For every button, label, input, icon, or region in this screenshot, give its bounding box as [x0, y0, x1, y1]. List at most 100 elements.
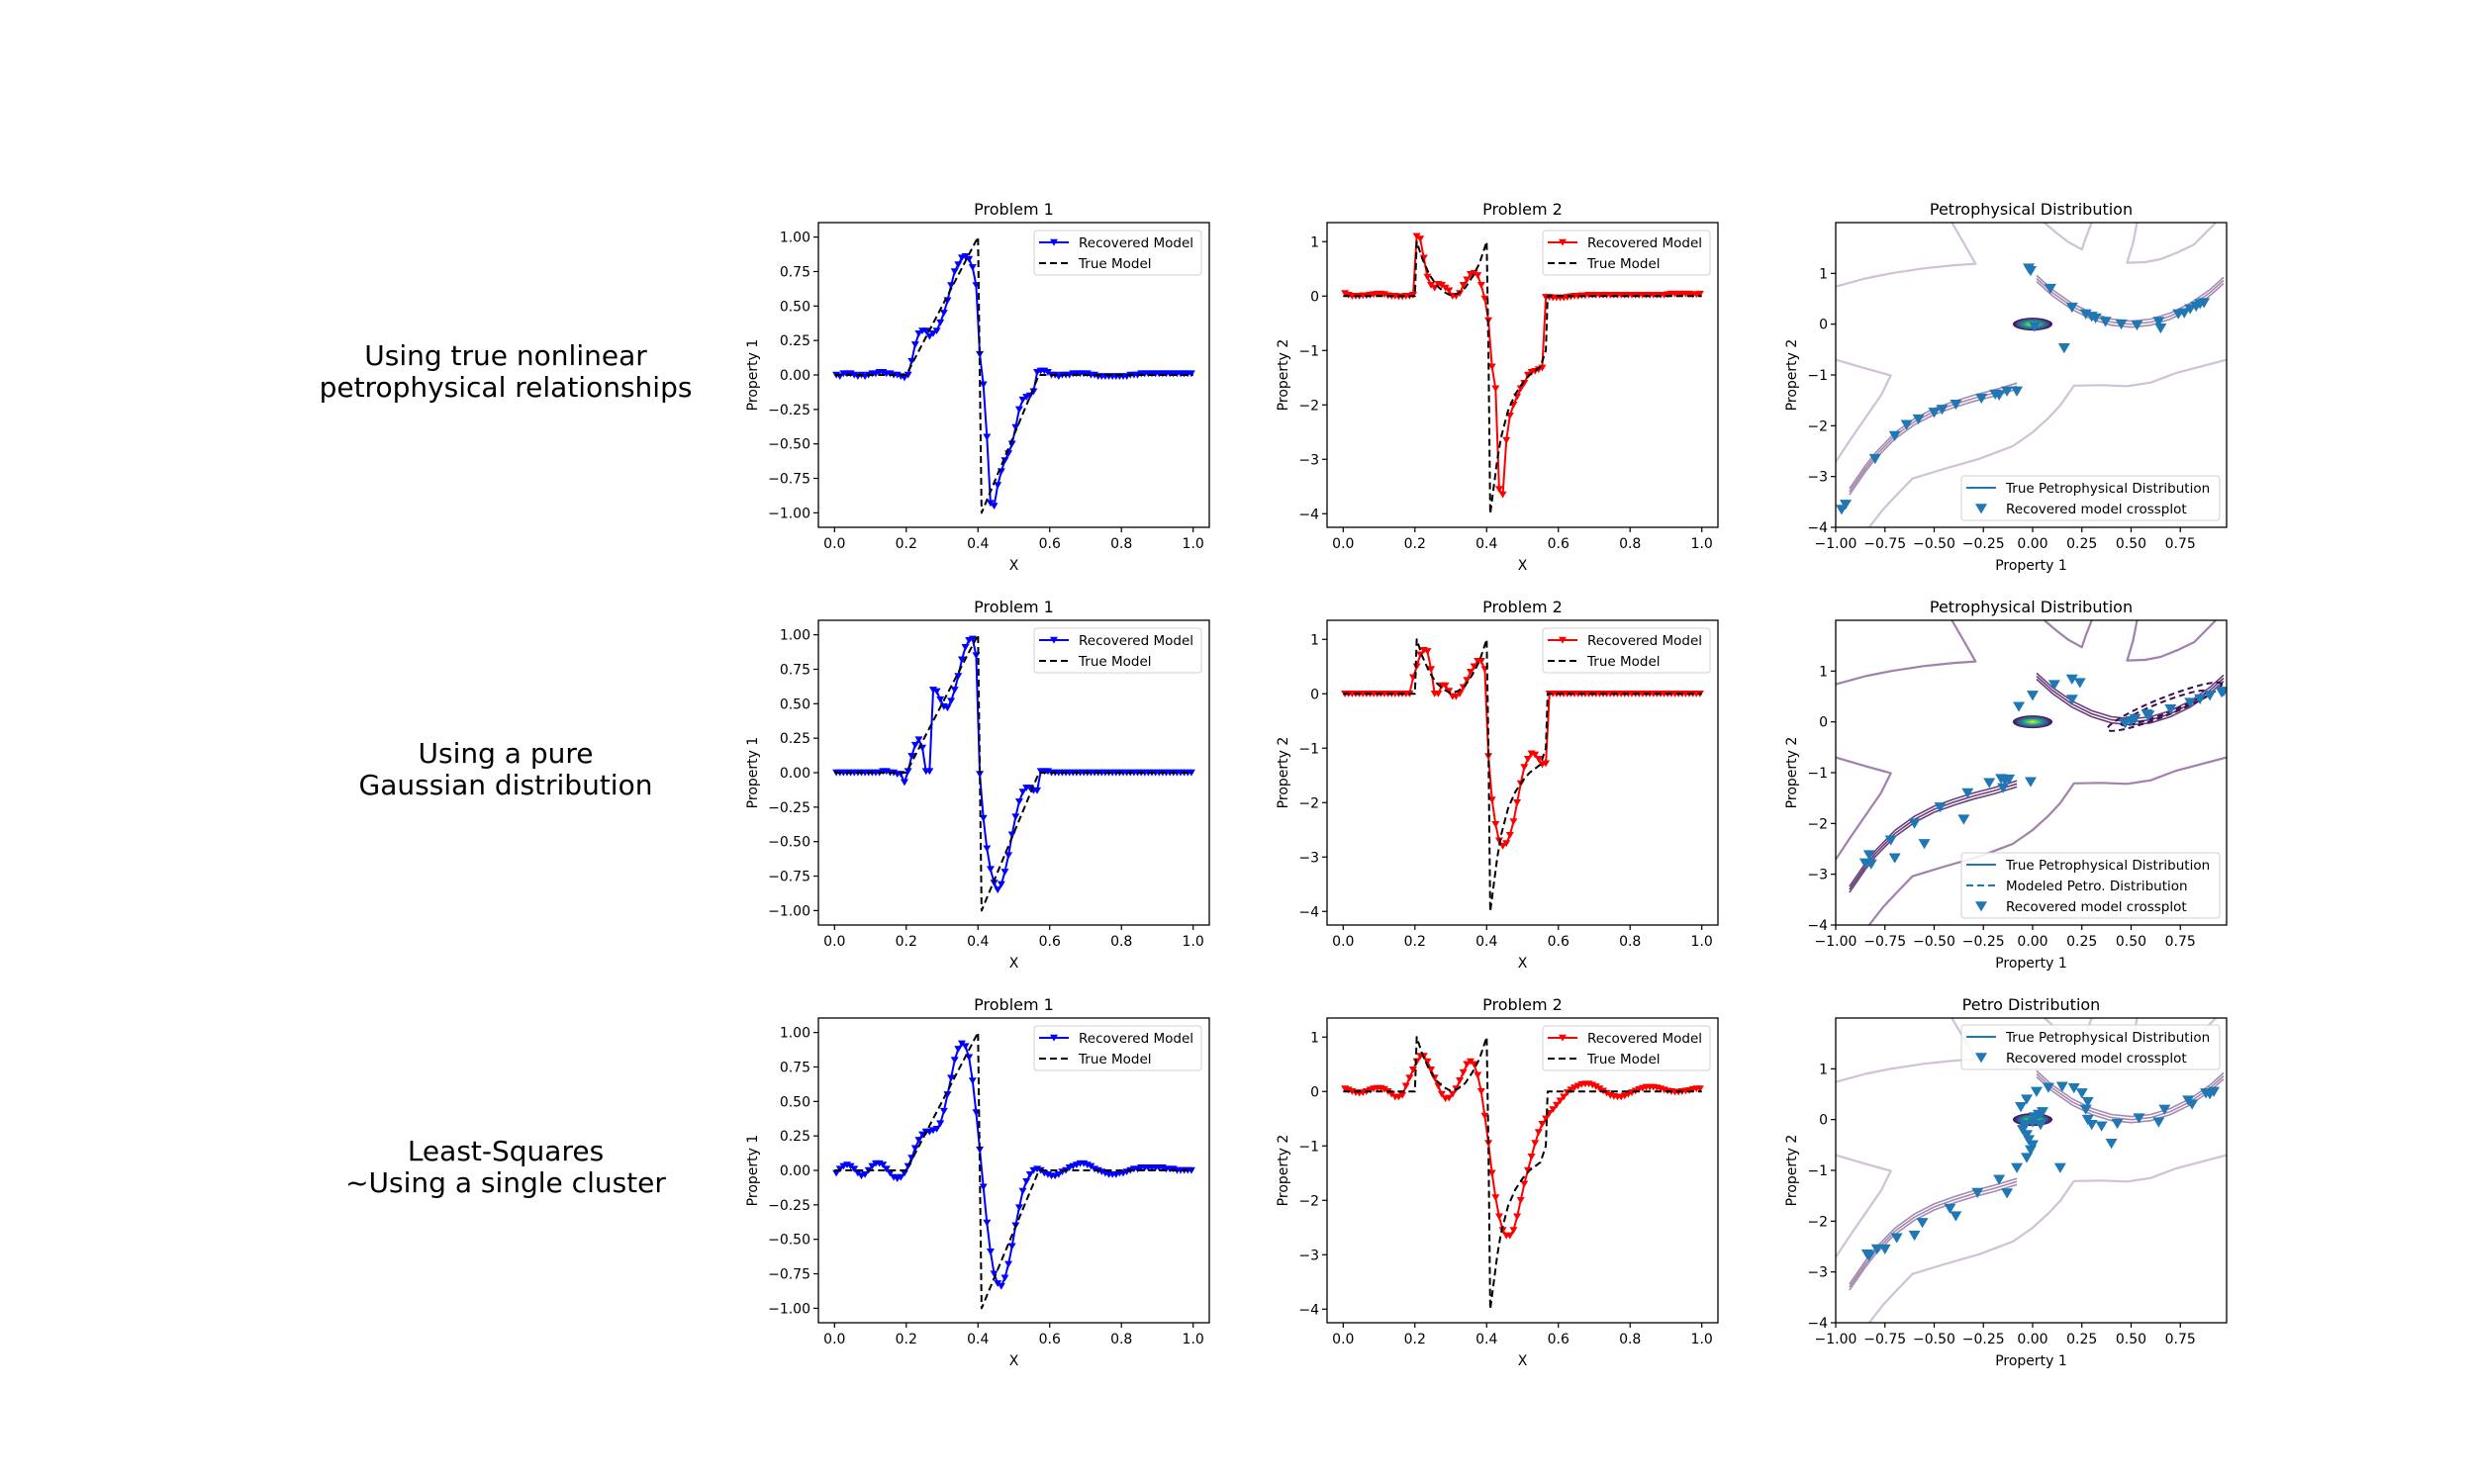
x-axis-label: X	[1518, 558, 1528, 574]
recovered-model-marker	[1523, 371, 1532, 379]
recovered-model-marker	[968, 264, 977, 271]
crossplot-marker	[2042, 1082, 2054, 1093]
x-tick-label: 0.2	[1404, 1332, 1426, 1347]
x-axis-label: Property 1	[1995, 956, 2067, 972]
y-tick-label: −1	[1298, 741, 1319, 757]
crossplot-marker	[2047, 680, 2060, 691]
subplot-title: Problem 2	[1482, 995, 1563, 1014]
legend-triangle-marker-icon	[1559, 238, 1567, 246]
legend-triangle-marker-icon	[1559, 1034, 1567, 1042]
recovered-model-marker	[1480, 1112, 1489, 1120]
y-tick-label: 1.00	[780, 1026, 810, 1042]
recovered-model-marker	[1695, 1085, 1704, 1093]
recovered-model-marker	[968, 1077, 977, 1085]
legend-triangle-marker-icon	[1559, 636, 1567, 644]
recovered-model-marker	[1494, 486, 1503, 494]
x-tick-label: −0.25	[1962, 1332, 2005, 1347]
recovered-model-marker	[832, 1169, 841, 1177]
crossplot-marker	[2079, 1104, 2092, 1115]
y-tick-label: −0.50	[768, 1233, 810, 1249]
x-tick-label: 0.0	[823, 536, 845, 552]
crossplot-marker	[2026, 691, 2039, 701]
recovered-model-marker	[1463, 677, 1472, 685]
row-label-line2: petrophysical relationships	[319, 371, 693, 404]
recovered-model-marker	[1380, 1085, 1388, 1093]
x-tick-label: 0.4	[967, 536, 989, 552]
recovered-model-marker	[1441, 682, 1450, 690]
recovered-model-marker	[1018, 788, 1027, 796]
recovered-model-marker	[1187, 1166, 1195, 1174]
y-tick-label: −1	[1807, 368, 1828, 384]
recovered-model-marker	[1452, 693, 1461, 700]
subplot-title: Problem 1	[974, 995, 1054, 1014]
y-tick-label: −2	[1298, 398, 1319, 414]
crossplot-marker	[2003, 774, 2016, 786]
x-tick-label: 0.6	[1039, 536, 1061, 552]
subplot-petrophysical-distribution: −1.00 −0.75 −0.50 −0.25 0.00 0.25 0.50 0.75 −4 −3…	[1784, 200, 2228, 574]
y-tick-label: 0.50	[780, 696, 810, 712]
x-tick-label: −1.00	[1815, 536, 1857, 552]
y-tick-label: −2	[1807, 1214, 1828, 1230]
crossplot-marker	[1878, 1244, 1891, 1254]
crossplot-marker	[2030, 1086, 2043, 1097]
crossplot-marker	[1908, 1230, 1921, 1242]
legend-label: Recovered Model	[1079, 633, 1193, 649]
recovered-model-marker	[954, 261, 963, 269]
recovered-model-marker	[1542, 1115, 1551, 1123]
recovered-model-marker	[1470, 269, 1478, 277]
crossplot-marker	[2142, 710, 2155, 721]
crossplot-marker	[2075, 1088, 2088, 1099]
x-tick-label: 0.8	[1110, 1332, 1132, 1347]
recovered-model-marker	[1423, 1058, 1432, 1066]
recovered-model-marker	[1502, 840, 1511, 848]
legend-label: True Model	[1078, 654, 1152, 670]
recovered-model-marker	[1456, 691, 1465, 697]
recovered-model-marker	[936, 696, 945, 703]
recovered-model-marker	[1423, 273, 1432, 281]
recovered-model-marker	[1542, 760, 1551, 768]
row-label-line1: Using a pure	[418, 737, 594, 770]
plot-area	[832, 1031, 1195, 1310]
legend-label: Recovered model crossplot	[2006, 899, 2187, 915]
y-tick-label: −0.25	[768, 403, 810, 418]
x-axis-label: Property 1	[1995, 1353, 2067, 1369]
crossplot-marker	[2015, 1102, 2028, 1113]
x-tick-label: 0.8	[1619, 934, 1641, 950]
x-tick-label: 1.0	[1691, 536, 1713, 552]
row-label-pure-gaussian: Using a pure Gaussian distribution	[248, 738, 763, 801]
crossplot-marker	[1993, 1174, 2006, 1185]
plot-area	[1341, 232, 1704, 515]
true-distribution-curve	[1849, 1180, 2018, 1288]
x-tick-label: −0.50	[1913, 934, 1955, 950]
recovered-model-marker	[979, 814, 988, 822]
legend-box	[1033, 627, 1202, 674]
legend-label: Recovered Model	[1079, 235, 1193, 251]
recovered-model-marker	[947, 697, 956, 705]
true-distribution-curve	[1849, 382, 2018, 490]
y-tick-label: −4	[1298, 1302, 1319, 1318]
recovered-model-marker	[1538, 1121, 1547, 1128]
crossplot-marker	[2194, 694, 2207, 704]
crossplot-marker	[2065, 674, 2078, 685]
y-tick-label: −0.50	[768, 437, 810, 453]
x-tick-label: 0.2	[1404, 934, 1426, 950]
recovered-model-marker	[1531, 751, 1540, 759]
recovered-model-marker	[1007, 1243, 1016, 1251]
crossplot-marker	[1839, 500, 1852, 510]
crossplot-marker	[1918, 839, 1931, 850]
density-contour-line	[1836, 756, 1892, 861]
crossplot-marker	[2089, 313, 2102, 324]
crossplot-marker	[1975, 393, 1988, 405]
crossplot-marker	[2028, 1112, 2041, 1123]
recovered-model-marker	[910, 341, 919, 348]
crossplot-marker	[1961, 788, 1974, 798]
recovered-model-marker	[1007, 831, 1016, 839]
x-tick-label: 0.25	[2066, 934, 2097, 950]
recovered-model-marker	[1695, 290, 1704, 298]
x-tick-label: 0.0	[823, 1332, 845, 1347]
y-tick-label: −0.75	[768, 472, 810, 488]
y-tick-label: −4	[1807, 918, 1828, 934]
recovered-model-marker	[990, 503, 999, 510]
recovered-model-marker	[979, 381, 988, 389]
crossplot-marker	[1884, 835, 1897, 846]
